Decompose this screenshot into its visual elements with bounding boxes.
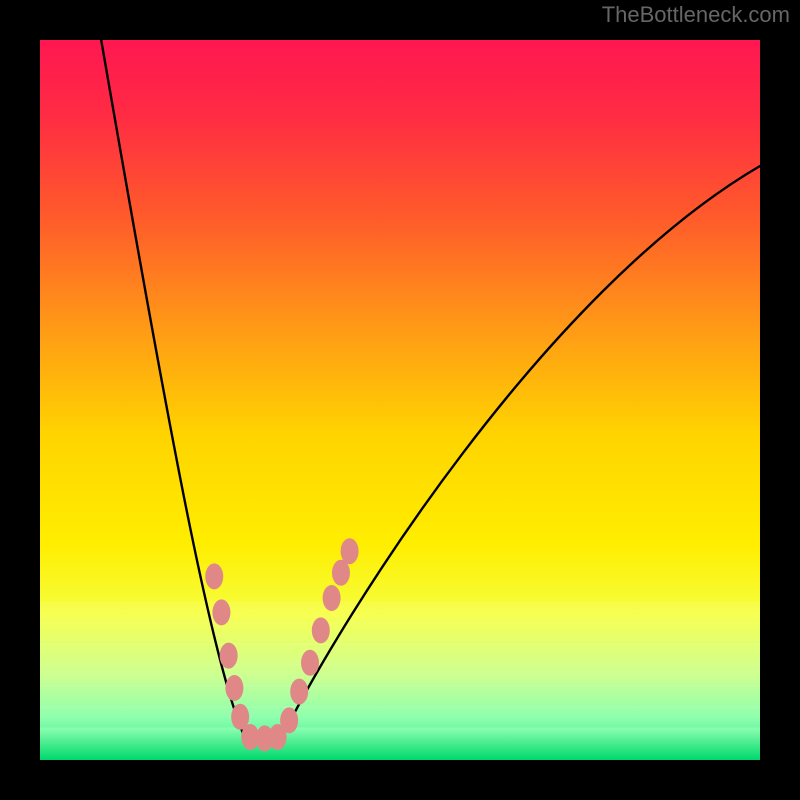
curve-marker [280,707,298,733]
curve-marker [205,563,223,589]
curve-marker [301,650,319,676]
curve-marker [220,643,238,669]
pale-band-stripe [40,644,760,666]
curve-marker [290,679,308,705]
pale-band-stripe [40,707,760,729]
pale-band-stripe [40,665,760,687]
pale-band-stripe [40,686,760,708]
chart-container: TheBottleneck.com [0,0,800,800]
pale-band-stripe [40,623,760,645]
curve-marker [212,599,230,625]
curve-marker [341,538,359,564]
curve-marker [225,675,243,701]
green-band [40,728,760,760]
chart-svg [0,0,800,800]
curve-marker [323,585,341,611]
curve-marker [312,617,330,643]
watermark-text: TheBottleneck.com [602,2,790,28]
pale-band-stripe [40,602,760,624]
